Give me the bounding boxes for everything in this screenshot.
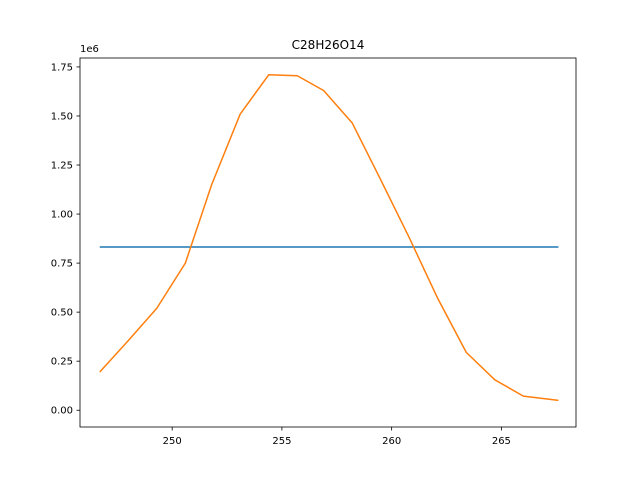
chart-title: C28H26O14 (292, 38, 365, 52)
y-tick-label: 0.00 (51, 406, 73, 417)
x-tick-label: 255 (272, 436, 291, 447)
x-tick-label: 250 (163, 436, 182, 447)
y-tick-label: 0.75 (51, 259, 73, 270)
x-axis: 250 255 260 265 (163, 427, 511, 447)
y-tick-label: 1.25 (51, 161, 73, 172)
series-layer (99, 74, 559, 402)
x-tick-label: 260 (382, 436, 401, 447)
y-tick-label: 0.50 (51, 308, 73, 319)
y-tick-label: 0.25 (51, 357, 73, 368)
y-axis: 0.00 0.25 0.50 0.75 1.00 1.25 1.50 1.75 (51, 62, 80, 417)
x-tick-label: 265 (492, 436, 511, 447)
y-tick-label: 1.75 (51, 62, 73, 73)
series-line-2 (99, 74, 559, 402)
y-offset-label: 1e6 (80, 44, 99, 55)
y-tick-label: 1.50 (51, 111, 73, 122)
plot-frame (79, 57, 577, 428)
y-tick-label: 1.00 (51, 210, 73, 221)
